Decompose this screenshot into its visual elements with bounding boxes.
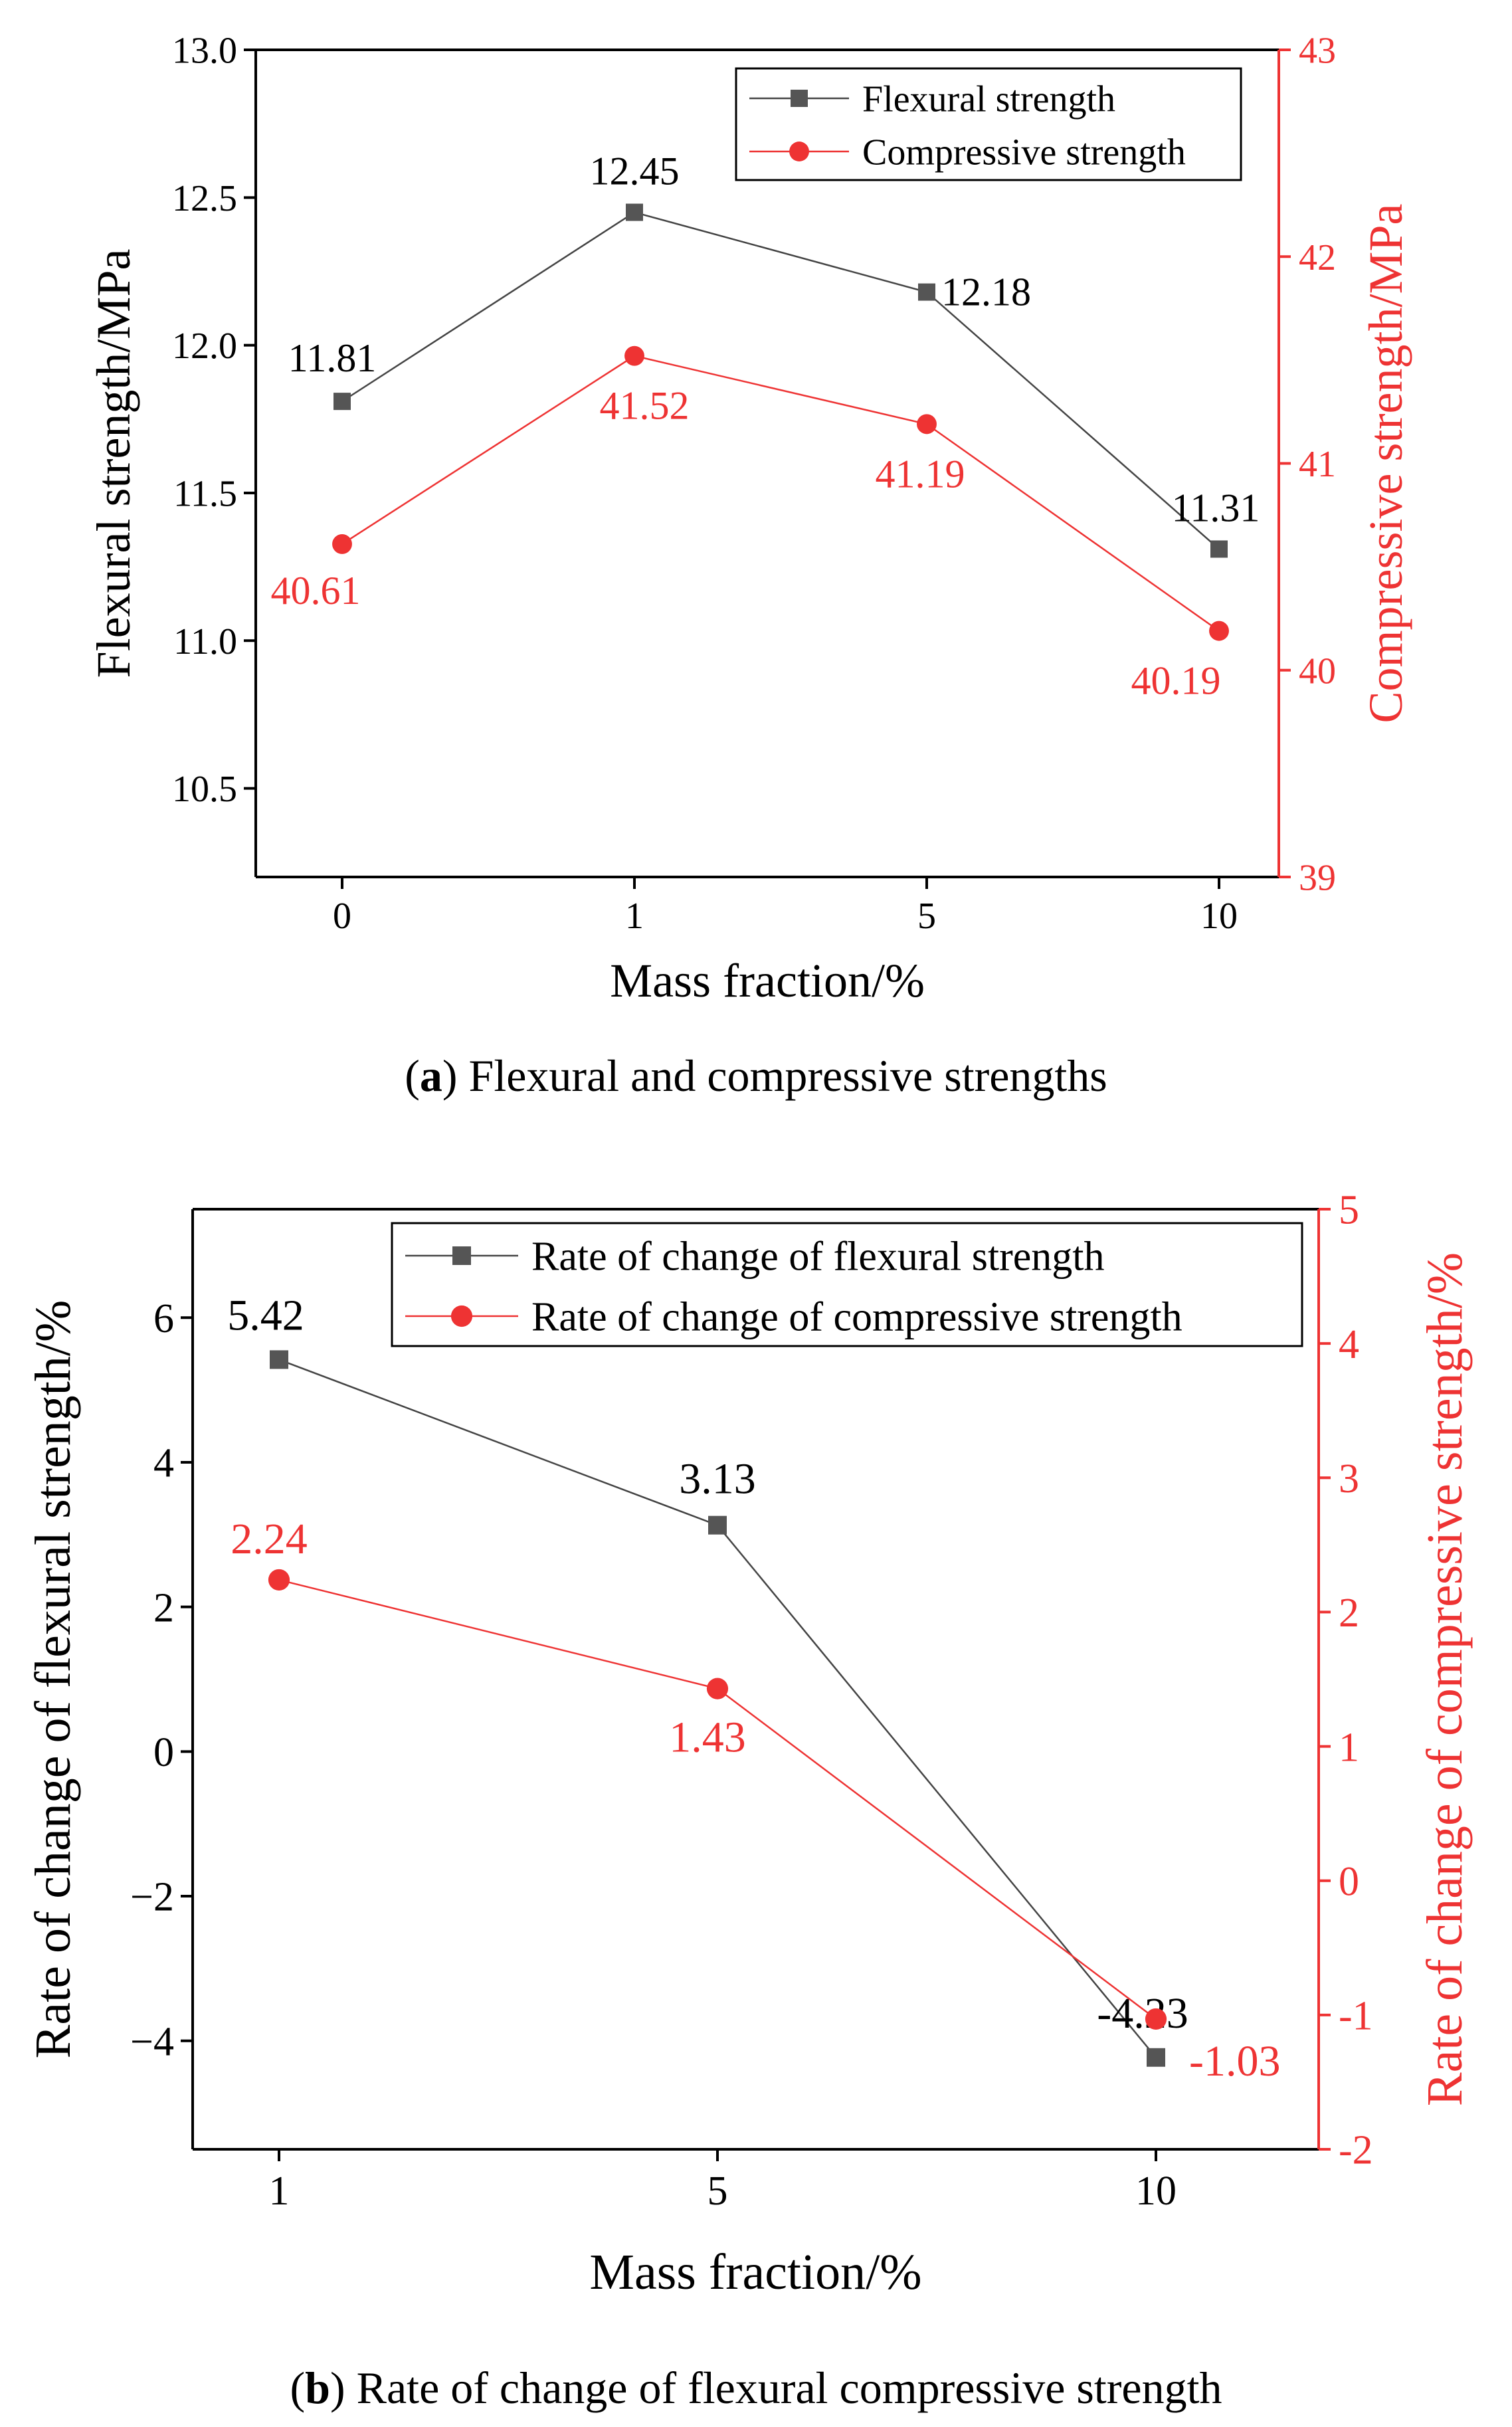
- data-label-flexural: 11.81: [288, 336, 377, 380]
- data-label-compressive: -1.03: [1189, 2037, 1280, 2086]
- data-label-compressive: 40.61: [271, 569, 361, 613]
- right-y-tick-label: 40: [1299, 650, 1336, 692]
- data-point-flexural: [333, 393, 351, 411]
- data-point-flexural: [1147, 2048, 1165, 2067]
- data-label-flexural: 11.31: [1172, 486, 1260, 530]
- legend-marker-square: [452, 1246, 471, 1265]
- right-y-tick-label: 43: [1299, 31, 1336, 72]
- left-y-tick-label: 10.5: [172, 769, 237, 810]
- data-point-compressive: [268, 1569, 290, 1591]
- x-tick-label: 10: [1200, 896, 1238, 937]
- caption-a: (a) Flexural and compressive strengths: [405, 1050, 1107, 1101]
- right-y-axis-label: Compressive strength/MPa: [1359, 204, 1412, 724]
- data-point-compressive: [332, 534, 352, 554]
- series-line-compressive: [341, 355, 1220, 632]
- data-point-flexural: [918, 283, 935, 301]
- caption-a-letter: a: [419, 1050, 442, 1101]
- chart-b: −4 −2 0 2 4 6 -2 -1 0 1 2 3 4 5 1 5 10 Mass fraction/% Rat…: [25, 1188, 1473, 2300]
- x-tick-label: 1: [625, 896, 644, 937]
- left-y-tick-label: −2: [130, 1875, 174, 1920]
- legend-entry: Flexural strength: [862, 79, 1115, 120]
- data-label-flexural: 3.13: [679, 1455, 756, 1504]
- caption-a-text: Flexural and compressive strengths: [457, 1050, 1107, 1101]
- legend-box: [391, 1222, 1303, 1347]
- caption-b: (b) Rate of change of flexural compressi…: [290, 2363, 1222, 2413]
- left-y-tick-label: 11.0: [173, 621, 237, 662]
- right-y-tick-label: -2: [1339, 2128, 1373, 2173]
- data-label-flexural: 12.45: [590, 149, 680, 193]
- x-tick-label: 0: [333, 896, 351, 937]
- legend-entry: Compressive strength: [862, 132, 1186, 173]
- data-label-compressive: 2.24: [231, 1515, 308, 1563]
- right-y-tick-label: 3: [1339, 1456, 1359, 1502]
- left-y-tick-label: −4: [130, 2019, 174, 2064]
- data-label-flexural: -4.23: [1097, 1989, 1188, 2038]
- left-y-tick-label: 12.0: [172, 326, 237, 367]
- x-tick-label: 10: [1135, 2169, 1177, 2214]
- data-point-compressive: [624, 345, 644, 366]
- x-tick-label: 5: [708, 2169, 728, 2214]
- data-point-compressive: [1145, 2008, 1167, 2030]
- data-point-flexural: [708, 1515, 727, 1535]
- right-y-tick-label: 0: [1339, 1859, 1359, 1904]
- x-axis-label: Mass fraction/%: [589, 2244, 921, 2300]
- right-y-tick-label: 2: [1339, 1591, 1359, 1636]
- x-tick-label: 5: [917, 896, 936, 937]
- right-y-tick-label: 42: [1299, 237, 1336, 278]
- x-axis-label: Mass fraction/%: [610, 954, 925, 1007]
- x-tick-label: 1: [269, 2169, 290, 2214]
- data-point-flexural: [626, 203, 643, 221]
- data-label-compressive: 41.52: [600, 384, 690, 428]
- chart-a: 10.5 11.0 11.5 12.0 12.5 13.0 39 40 41 42 43 0 1 5 10 M…: [87, 31, 1412, 1007]
- data-label-flexural: 5.42: [227, 1291, 304, 1339]
- data-point-flexural: [1210, 540, 1228, 558]
- left-y-tick-label: 6: [153, 1296, 174, 1341]
- left-y-axis-label: Flexural strength/MPa: [87, 249, 140, 678]
- right-y-tick-label: 5: [1339, 1188, 1359, 1233]
- left-y-tick-label: 12.5: [172, 178, 237, 219]
- data-label-compressive: 1.43: [669, 1713, 746, 1762]
- left-y-axis-label: Rate of change of flexural strength/%: [25, 1300, 81, 2059]
- right-y-axis-label: Rate of change of compressive strength/%: [1417, 1252, 1473, 2106]
- left-y-tick-label: 2: [153, 1585, 174, 1630]
- right-y-tick-label: 41: [1299, 444, 1336, 485]
- legend-marker-circle: [450, 1305, 473, 1327]
- left-y-tick-label: 11.5: [173, 474, 237, 515]
- right-y-tick-label: 39: [1299, 858, 1336, 899]
- legend-entry: Rate of change of flexural strength: [531, 1234, 1105, 1280]
- data-label-compressive: 41.19: [876, 452, 965, 496]
- caption-b-text: Rate of change of flexural compressive s…: [345, 2363, 1222, 2413]
- legend-entry: Rate of change of compressive strength: [531, 1295, 1182, 1340]
- right-y-tick-label: 4: [1339, 1322, 1359, 1367]
- data-label-compressive: 40.19: [1131, 659, 1221, 703]
- data-point-compressive: [1209, 621, 1229, 641]
- series-line-flexural: [341, 211, 1220, 550]
- data-point-compressive: [917, 414, 937, 435]
- legend-box: [735, 67, 1242, 181]
- data-label-flexural: 12.18: [941, 270, 1031, 314]
- right-y-tick-label: 1: [1339, 1725, 1359, 1770]
- left-y-tick-label: 4: [153, 1441, 174, 1486]
- caption-b-letter: b: [305, 2363, 330, 2413]
- series-line-compressive: [278, 1579, 1157, 2020]
- legend-marker-circle: [789, 142, 809, 161]
- data-point-flexural: [270, 1350, 288, 1369]
- data-point-compressive: [706, 1678, 729, 1699]
- legend-marker-square: [791, 90, 808, 107]
- right-y-tick-label: -1: [1339, 1994, 1373, 2039]
- left-y-tick-label: 0: [153, 1730, 174, 1775]
- left-y-tick-label: 13.0: [172, 31, 237, 72]
